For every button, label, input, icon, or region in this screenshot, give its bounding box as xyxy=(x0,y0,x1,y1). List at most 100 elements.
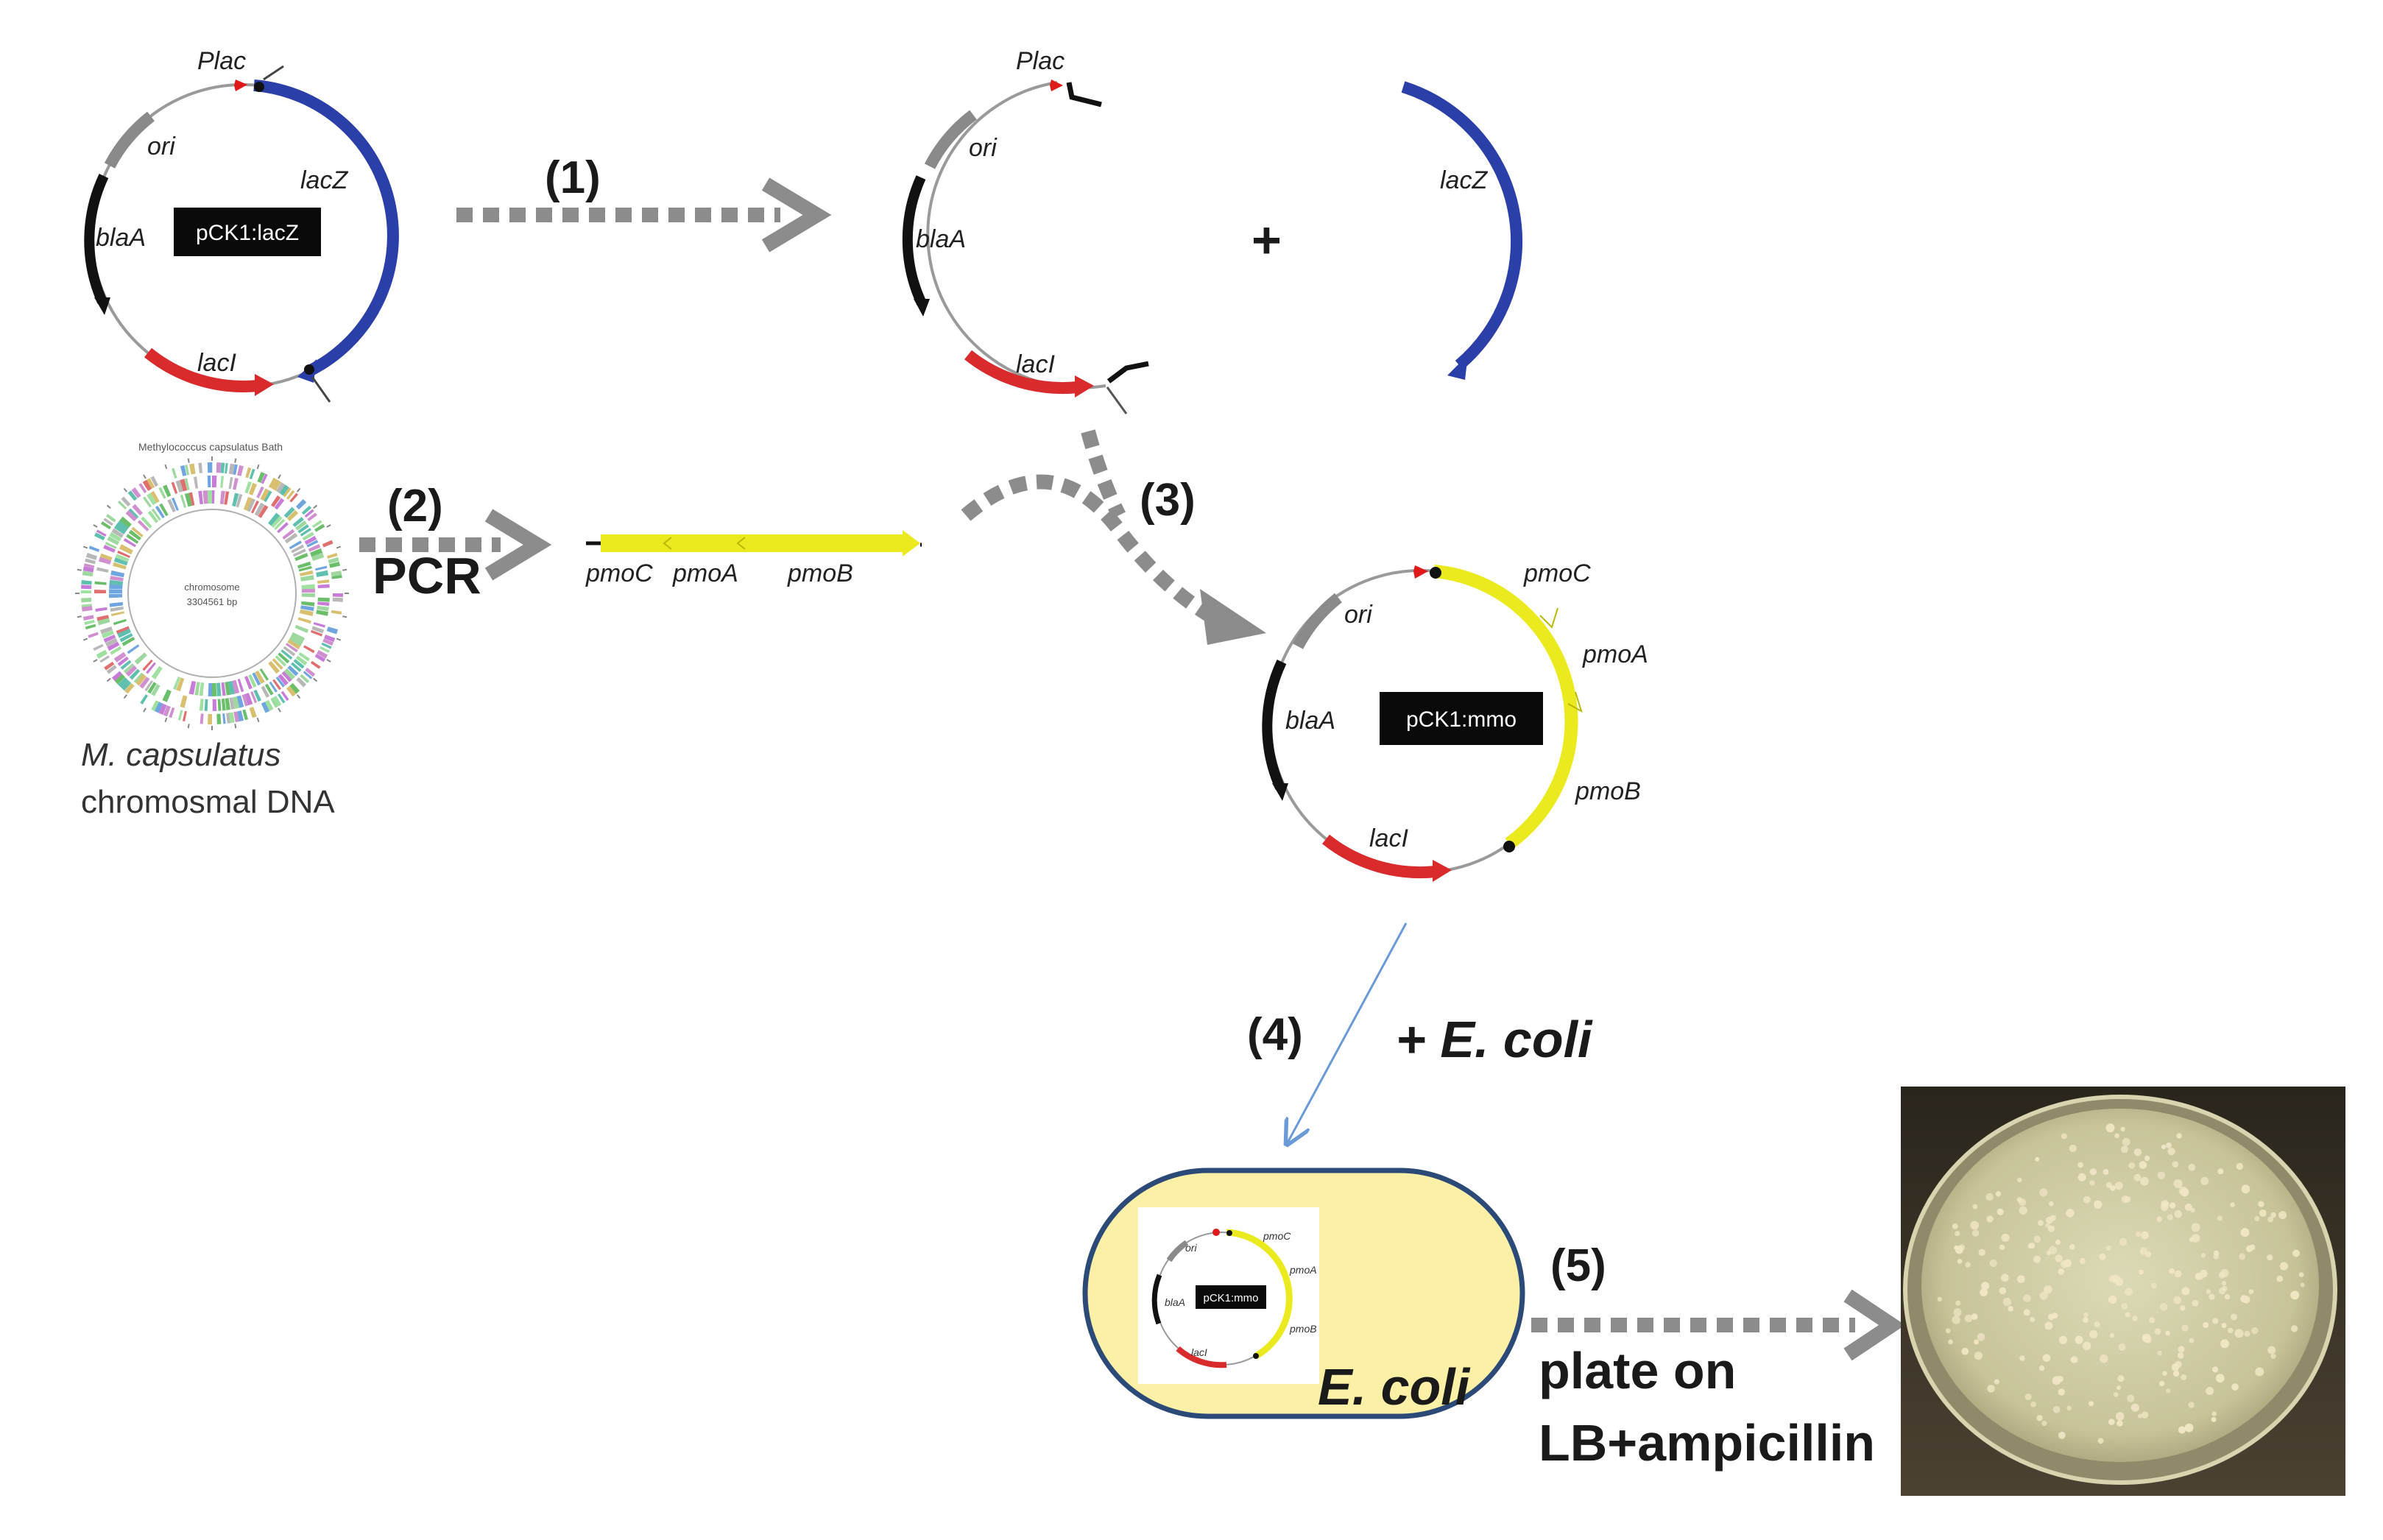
colony xyxy=(2127,1394,2135,1402)
colony xyxy=(2184,1203,2192,1211)
genome-gene-block xyxy=(272,679,282,690)
genome-gene-block xyxy=(117,500,127,510)
colony xyxy=(2140,1176,2149,1186)
colony xyxy=(2044,1285,2052,1294)
genome-gene-block xyxy=(107,641,120,651)
genome-gene-block xyxy=(236,710,244,722)
genome-gene-block xyxy=(158,703,167,716)
colony xyxy=(2113,1392,2119,1397)
colony xyxy=(2089,1168,2097,1176)
genome-tick xyxy=(313,677,318,682)
colony xyxy=(1999,1244,2005,1251)
genome-gene-block xyxy=(320,646,330,654)
colony xyxy=(2042,1354,2051,1362)
colony xyxy=(2048,1201,2054,1207)
genome-gene-block xyxy=(158,487,166,499)
mini-laci-label: lacI xyxy=(1191,1346,1207,1358)
colony xyxy=(2234,1329,2244,1338)
colony xyxy=(2206,1289,2211,1294)
genome-tick xyxy=(342,615,347,618)
genome-gene-block xyxy=(307,512,317,522)
genome-gene-block xyxy=(110,570,125,578)
genome-gene-block xyxy=(150,476,159,487)
genome-gene-block xyxy=(310,629,323,637)
genome-gene-block xyxy=(129,668,141,680)
genome-gene-block xyxy=(269,681,278,693)
colony xyxy=(2211,1416,2217,1422)
colony xyxy=(1955,1231,1960,1237)
mmo-blaa-label: blaA xyxy=(1285,707,1335,735)
genome-gene-block xyxy=(225,462,228,474)
genome-gene-block xyxy=(138,483,147,494)
colony xyxy=(2251,1327,2259,1335)
colony xyxy=(2030,1316,2036,1323)
genome-gene-block xyxy=(274,518,286,530)
colony xyxy=(2058,1431,2066,1439)
genome-gene-block xyxy=(305,667,316,677)
genome-gene-block xyxy=(81,584,92,590)
genome-gene-block xyxy=(233,478,239,490)
colony xyxy=(2097,1438,2104,1444)
colony xyxy=(2089,1180,2095,1186)
genome-tick xyxy=(278,474,281,479)
genome-gene-block xyxy=(96,615,109,621)
cut-vector-plac-label: Plac xyxy=(1016,47,1065,75)
colony xyxy=(2047,1225,2055,1232)
colony xyxy=(2157,1350,2162,1356)
colony xyxy=(2125,1288,2133,1296)
genome-gene-block xyxy=(109,531,122,542)
genome-gene-block xyxy=(95,607,107,612)
genome-gene-block xyxy=(154,702,163,713)
genome-gene-block xyxy=(289,682,300,694)
genome-gene-block xyxy=(291,632,306,643)
colony xyxy=(2236,1162,2243,1170)
blaa-label: blaA xyxy=(96,224,146,252)
mini-pmoc-label: pmoC xyxy=(1263,1230,1291,1242)
genome-gene-block xyxy=(303,671,313,679)
colony xyxy=(2120,1126,2125,1131)
laci-arrowhead xyxy=(255,374,274,396)
genome-gene-block xyxy=(280,690,289,702)
colony xyxy=(1971,1229,1980,1237)
colony xyxy=(2169,1268,2175,1274)
genome-gene-block xyxy=(101,630,114,639)
genome-gene-block xyxy=(99,655,110,663)
genome-gene-block xyxy=(188,680,197,695)
cut-vector: Plac ori blaA lacI xyxy=(902,47,1149,414)
genome-gene-block xyxy=(249,707,257,718)
colony xyxy=(1997,1208,2004,1215)
plac-label: Plac xyxy=(197,47,246,75)
pcr-pmoc-label: pmoC xyxy=(585,559,653,587)
colony xyxy=(2162,1371,2167,1376)
genome-gene-block xyxy=(300,674,310,684)
genome-gene-block xyxy=(270,698,278,708)
colony xyxy=(2254,1216,2260,1221)
colony xyxy=(2241,1184,2250,1194)
colony xyxy=(2035,1156,2040,1162)
genome-tick xyxy=(336,637,342,641)
genome-gene-block xyxy=(228,712,235,724)
colony xyxy=(2055,1239,2061,1246)
genome-gene-block xyxy=(140,694,149,704)
colony xyxy=(2024,1394,2032,1400)
genome-gene-block xyxy=(85,553,98,560)
colony xyxy=(2190,1207,2195,1213)
genome-gene-block xyxy=(212,490,215,504)
colony xyxy=(1952,1315,1960,1324)
colony xyxy=(2198,1274,2203,1280)
genome-gene-block xyxy=(303,645,315,654)
genome-gene-block xyxy=(229,697,236,710)
genome-gene-block xyxy=(188,492,195,506)
genome-gene-block xyxy=(279,484,289,496)
genome-gene-block xyxy=(321,642,332,649)
terminator-dot-top xyxy=(254,82,264,92)
genome-gene-block xyxy=(103,634,116,643)
genome-gene-block xyxy=(260,488,270,501)
colony xyxy=(2156,1216,2162,1222)
pcr-product: pmoC pmoA pmoB xyxy=(585,530,922,587)
genome-gene-block xyxy=(142,659,153,671)
genome-tick xyxy=(77,568,82,571)
colony xyxy=(2077,1162,2083,1168)
genome-gene-block xyxy=(236,695,244,708)
genome-gene-block xyxy=(301,593,315,598)
